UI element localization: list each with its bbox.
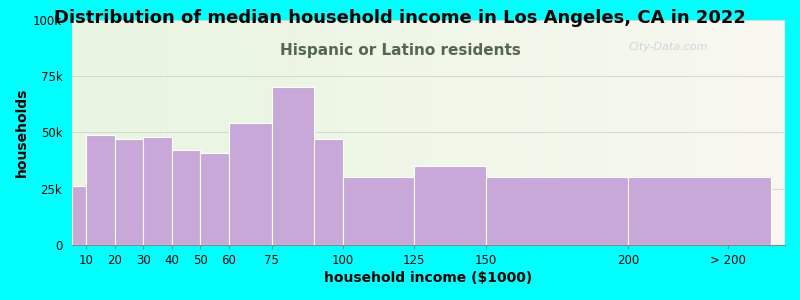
Bar [72,186,86,245]
Y-axis label: households: households [15,88,29,177]
Bar [229,123,272,245]
Text: Hispanic or Latino residents: Hispanic or Latino residents [279,44,521,59]
Bar [200,153,229,245]
Bar [272,87,314,245]
Bar [343,177,414,245]
Bar [172,150,200,245]
Bar [628,177,770,245]
Bar [229,123,272,245]
Bar [72,186,86,245]
Bar [143,137,172,245]
Bar [86,135,114,245]
Bar [343,177,414,245]
Bar [272,87,314,245]
Bar [414,166,486,245]
Bar [86,135,114,245]
Bar [114,139,143,245]
Bar [172,150,200,245]
X-axis label: household income ($1000): household income ($1000) [324,271,533,285]
Bar [486,177,628,245]
Bar [200,153,229,245]
Bar [114,139,143,245]
Bar [314,139,343,245]
Bar [414,166,486,245]
Text: Distribution of median household income in Los Angeles, CA in 2022: Distribution of median household income … [54,9,746,27]
Bar [628,177,770,245]
Bar [143,137,172,245]
Bar [314,139,343,245]
Text: City-Data.com: City-Data.com [628,43,708,52]
Bar [486,177,628,245]
